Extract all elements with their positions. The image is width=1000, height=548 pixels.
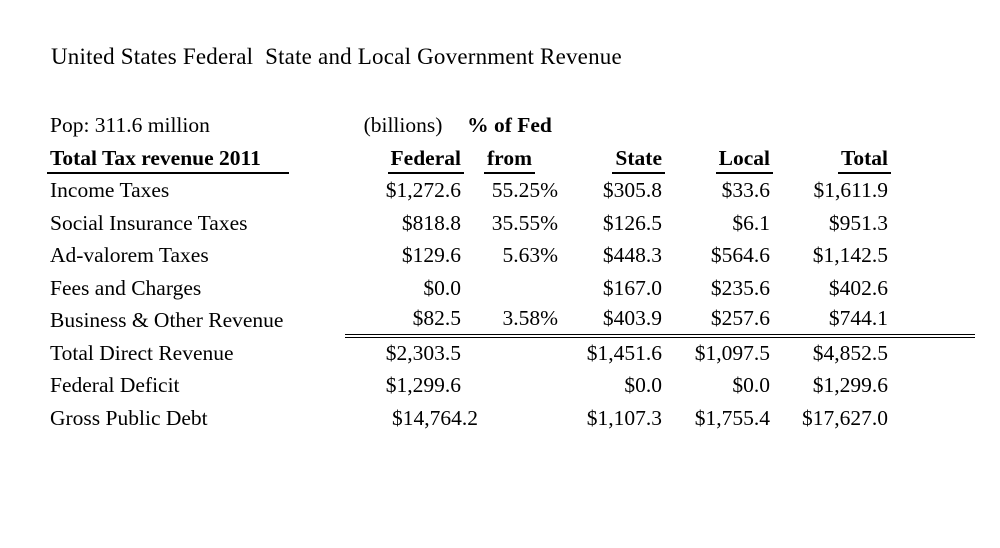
- units-label: (billions): [363, 113, 443, 137]
- table-row: Fees and Charges $0.0 $167.0 $235.6 $402…: [50, 271, 975, 304]
- row-label: Social Insurance Taxes: [50, 210, 248, 235]
- state-value: $0.0: [624, 373, 662, 397]
- total-value: $4,852.5: [812, 340, 888, 365]
- column-header-total: Total: [770, 141, 891, 174]
- row-label: Total Direct Revenue: [50, 340, 234, 365]
- state-value: $403.9: [558, 303, 662, 338]
- empty-cell: [888, 238, 975, 271]
- local-value: $33.6: [721, 178, 770, 202]
- state-value: $1,451.6: [586, 340, 662, 365]
- empty-cell: [888, 173, 975, 206]
- total-value: $402.6: [828, 275, 888, 300]
- revenue-table: Pop: 311.6 million (billions) % of Fed T…: [47, 108, 975, 434]
- summary-row: Total Direct Revenue $2,303.5 $1,451.6 $…: [50, 336, 975, 369]
- federal-value: $14,764.2: [392, 405, 478, 430]
- federal-value: $0.0: [423, 275, 461, 300]
- table-row: Social Insurance Taxes $818.8 35.55% $12…: [50, 206, 975, 239]
- federal-value: $82.5: [345, 303, 461, 338]
- total-value: $17,627.0: [802, 405, 888, 430]
- local-value: $1,097.5: [694, 340, 770, 365]
- column-header-label: Total Tax revenue 2011: [47, 141, 345, 174]
- pct-value: 55.25%: [491, 178, 558, 202]
- local-value: $0.0: [732, 373, 770, 397]
- total-value: $1,611.9: [813, 178, 888, 202]
- summary-row: Gross Public Debt $14,764.2 $1,107.3 $1,…: [50, 401, 975, 434]
- empty-cell: [888, 108, 975, 141]
- pct-value: [461, 368, 558, 401]
- column-header-from: from: [461, 141, 558, 174]
- pct-value: 5.63%: [502, 243, 558, 267]
- pct-value: [461, 271, 558, 304]
- empty-cell: [662, 108, 770, 141]
- pct-value: 3.58%: [461, 303, 558, 338]
- local-value: $1,755.4: [694, 405, 770, 430]
- table-row: Income Taxes $1,272.6 55.25% $305.8 $33.…: [50, 173, 975, 206]
- summary-row: Federal Deficit $1,299.6 $0.0 $0.0 $1,29…: [50, 368, 975, 401]
- total-value: $951.3: [828, 210, 888, 235]
- row-label: Ad-valorem Taxes: [50, 243, 209, 267]
- local-value: $235.6: [710, 275, 770, 300]
- empty-cell: [888, 368, 975, 401]
- federal-value: $1,299.6: [385, 373, 461, 397]
- empty-cell: [888, 141, 975, 174]
- empty-cell: [888, 206, 975, 239]
- local-value: $257.6: [662, 303, 770, 338]
- row-label: Federal Deficit: [50, 373, 180, 397]
- table-row: Ad-valorem Taxes $129.6 5.63% $448.3 $56…: [50, 238, 975, 271]
- row-label: Fees and Charges: [50, 275, 202, 300]
- federal-value: $2,303.5: [385, 340, 461, 365]
- federal-value: $129.6: [401, 243, 461, 267]
- column-header-local: Local: [662, 141, 773, 174]
- state-value: $1,107.3: [586, 405, 662, 430]
- empty-cell: [888, 271, 975, 304]
- column-header-federal: Federal: [345, 141, 464, 174]
- federal-value: $818.8: [401, 210, 461, 235]
- pct-value: 35.55%: [491, 210, 558, 235]
- header-row: Total Tax revenue 2011 Federal from Stat…: [47, 141, 975, 174]
- population-label: Pop: 311.6 million: [50, 113, 210, 137]
- row-label: Gross Public Debt: [50, 405, 208, 430]
- state-value: $448.3: [602, 243, 662, 267]
- column-header-state: State: [558, 141, 665, 174]
- state-value: $167.0: [602, 275, 662, 300]
- state-value: $126.5: [602, 210, 662, 235]
- row-label: Income Taxes: [50, 178, 170, 202]
- federal-value: $1,272.6: [385, 178, 461, 202]
- total-value: $1,142.5: [812, 243, 888, 267]
- meta-row: Pop: 311.6 million (billions) % of Fed: [50, 108, 975, 141]
- empty-cell: [770, 108, 888, 141]
- pct-of-fed-label: % of Fed: [467, 113, 552, 137]
- local-value: $6.1: [732, 210, 770, 235]
- empty-cell: [558, 108, 662, 141]
- empty-cell: [888, 336, 975, 369]
- rule-overhang-cell: [888, 303, 975, 338]
- empty-cell: [888, 401, 975, 434]
- table-row: Business & Other Revenue $82.5 3.58% $40…: [50, 303, 975, 338]
- state-value: $305.8: [602, 178, 662, 202]
- row-label: Business & Other Revenue: [50, 308, 284, 332]
- page-title: United States Federal State and Local Go…: [51, 44, 622, 69]
- total-value: $1,299.6: [812, 373, 888, 397]
- total-value: $744.1: [770, 303, 888, 338]
- pct-value: [461, 336, 558, 369]
- local-value: $564.6: [710, 243, 770, 267]
